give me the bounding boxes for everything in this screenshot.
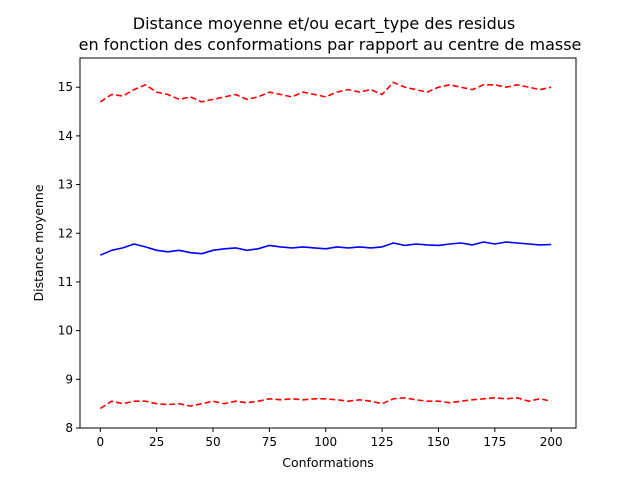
y-tick-label: 14 [58, 129, 73, 143]
x-ticks: 0 25 50 75 100 125 150 175 200 [96, 428, 563, 449]
plot-area [99, 81, 552, 410]
x-tick-label: 25 [149, 435, 164, 449]
x-tick-label: 50 [205, 435, 220, 449]
x-tick-label: 75 [262, 435, 277, 449]
y-tick-label: 15 [58, 80, 73, 94]
x-tick-label: 125 [371, 435, 394, 449]
y-tick-label: 11 [58, 275, 73, 289]
y-tick-label: 13 [58, 178, 73, 192]
x-tick-label: 0 [96, 435, 104, 449]
x-tick-label: 175 [483, 435, 506, 449]
y-tick-label: 10 [58, 324, 73, 338]
series-line-2 [99, 396, 552, 410]
series-line-1 [99, 241, 552, 256]
y-tick-label: 12 [58, 226, 73, 240]
y-axis-label: Distance moyenne [31, 184, 46, 301]
plot-frame [79, 57, 577, 429]
x-tick-label: 150 [427, 435, 450, 449]
series-line-0 [99, 81, 552, 103]
y-ticks: 8 9 10 11 12 13 14 15 [58, 80, 80, 435]
x-tick-label: 100 [314, 435, 337, 449]
x-axis-label: Conformations [282, 455, 374, 470]
chart-title-line-2: en fonction des conformations par rappor… [79, 35, 582, 54]
y-tick-label: 8 [65, 421, 73, 435]
y-tick-label: 9 [65, 372, 73, 386]
chart-title-line-1: Distance moyenne et/ou ecart_type des re… [133, 14, 516, 34]
x-tick-label: 200 [540, 435, 563, 449]
